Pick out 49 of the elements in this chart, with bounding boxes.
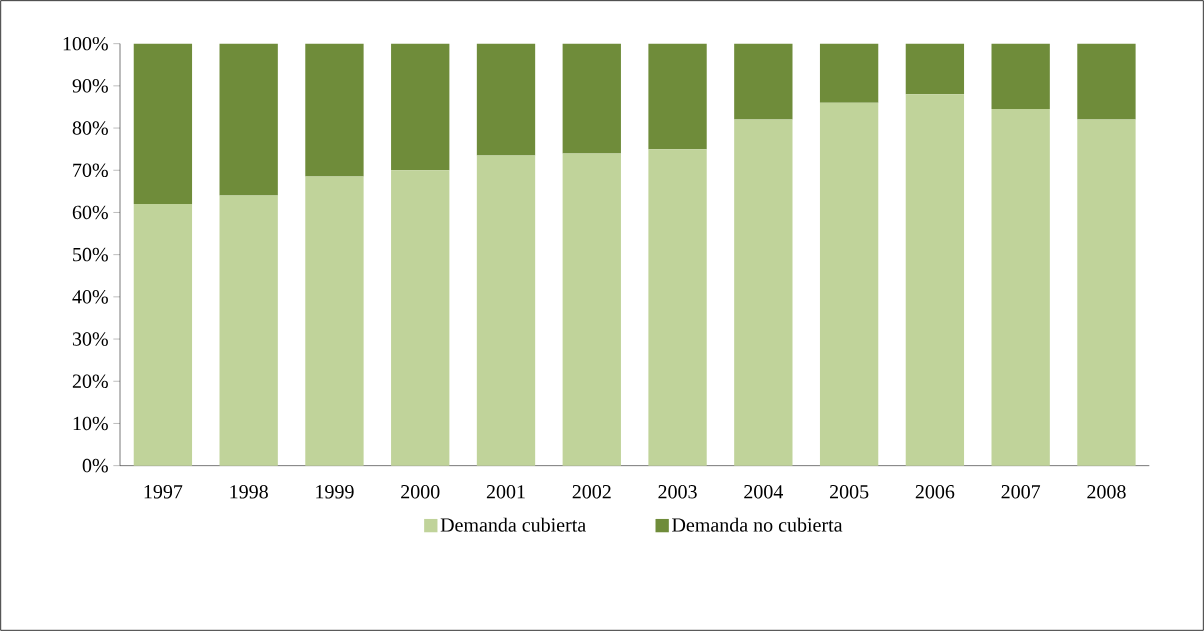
bar (219, 195, 278, 466)
bar (133, 43, 193, 205)
y-tick-label: 30% (72, 332, 108, 346)
x-tick-label: 2005 (829, 485, 869, 499)
x-tick-label: 2008 (1087, 485, 1126, 499)
y-tick-label: 10% (73, 416, 108, 431)
bar (391, 170, 450, 466)
bar (991, 43, 1050, 110)
bar (562, 153, 621, 466)
x-tick-label: 2004 (744, 485, 784, 499)
bar (305, 43, 364, 177)
y-tick-label: 0% (82, 458, 108, 473)
y-tick-label: 90% (72, 79, 108, 93)
y-tick-label: 100% (63, 36, 108, 51)
bar (905, 43, 965, 95)
bar (1077, 43, 1136, 120)
bar (905, 94, 965, 466)
x-tick-label: 2001 (486, 485, 525, 499)
bar (648, 43, 707, 150)
bar (1077, 119, 1136, 466)
bar (562, 43, 621, 154)
bar (819, 102, 879, 466)
bar (305, 176, 364, 466)
bar (734, 119, 793, 466)
y-tick-label: 50% (73, 247, 108, 262)
bar (219, 43, 278, 196)
x-tick-label: 2002 (572, 485, 611, 499)
y-tick-label: 60% (72, 205, 108, 220)
legend-label: Demanda no cubierta (672, 517, 843, 532)
x-tick-label: 1998 (230, 485, 268, 499)
bar (476, 43, 536, 156)
bar (133, 204, 193, 466)
x-tick-label: 2000 (401, 485, 440, 499)
y-tick-label: 80% (72, 121, 108, 135)
legend-label: Demanda cubierta (440, 517, 586, 532)
bar (648, 149, 707, 466)
y-tick-label: 40% (72, 290, 108, 304)
x-tick-label: 1997 (144, 485, 183, 499)
x-tick-label: 2003 (658, 485, 697, 499)
y-tick-label: 20% (72, 374, 108, 389)
bar (734, 43, 793, 120)
bar (391, 43, 450, 171)
bar (991, 109, 1050, 466)
y-tick-label: 70% (73, 163, 108, 178)
x-tick-label: 1999 (316, 485, 354, 499)
bar (819, 43, 879, 103)
x-tick-label: 2007 (1001, 485, 1041, 499)
bar (476, 155, 536, 466)
x-tick-label: 2006 (915, 485, 955, 499)
